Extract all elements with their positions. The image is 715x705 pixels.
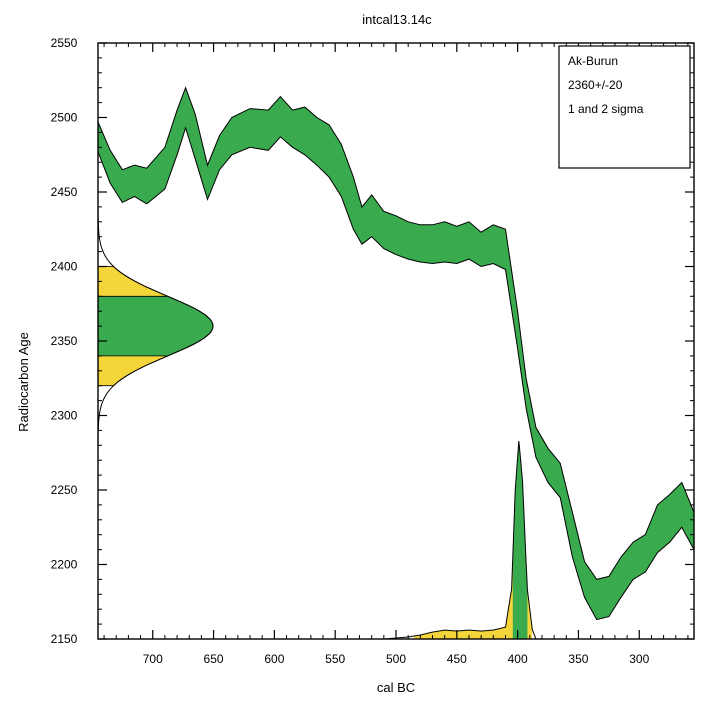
y-tick-label: 2250: [51, 483, 78, 497]
x-tick-label: 300: [629, 652, 649, 666]
chart-title: intcal13.14c: [362, 12, 432, 27]
calibration-curve-band: [98, 86, 694, 621]
x-tick-label: 650: [204, 652, 224, 666]
x-tick-label: 400: [508, 652, 528, 666]
y-axis-label: Radiocarbon Age: [16, 332, 31, 432]
calibrated-distribution-outline: [383, 440, 537, 639]
legend-line-age: 2360+/-20: [568, 78, 623, 92]
y-tick-label: 2550: [51, 36, 78, 50]
x-tick-label: 550: [325, 652, 345, 666]
x-tick-label: 350: [568, 652, 588, 666]
y-tick-label: 2300: [51, 409, 78, 423]
x-axis: 700 650 600 550 500 450 400 350 300: [103, 43, 689, 666]
radiocarbon-distribution-outline: [98, 206, 214, 446]
calibrated-1-sigma-area: [512, 441, 528, 639]
legend-box: [558, 45, 691, 169]
y-tick-label: 2500: [51, 111, 78, 125]
x-tick-label: 600: [264, 652, 284, 666]
legend: Ak-Burun 2360+/-20 1 and 2 sigma: [558, 45, 691, 169]
y-tick-label: 2350: [51, 334, 78, 348]
y-axis: 2150 2200 2250 2300 2350 2400 2450 2500 2550: [51, 36, 694, 646]
x-tick-label: 500: [386, 652, 406, 666]
x-tick-label: 450: [447, 652, 467, 666]
y-tick-label: 2150: [51, 632, 78, 646]
y-tick-label: 2450: [51, 185, 78, 199]
radiocarbon-1-sigma-band: [98, 295, 214, 357]
legend-line-sigma: 1 and 2 sigma: [568, 102, 644, 116]
y-tick-label: 2400: [51, 260, 78, 274]
legend-line-sample: Ak-Burun: [568, 54, 618, 68]
x-axis-label: cal BC: [377, 680, 415, 695]
y-tick-label: 2200: [51, 558, 78, 572]
plot-area: [98, 86, 694, 639]
x-tick-label: 700: [143, 652, 163, 666]
